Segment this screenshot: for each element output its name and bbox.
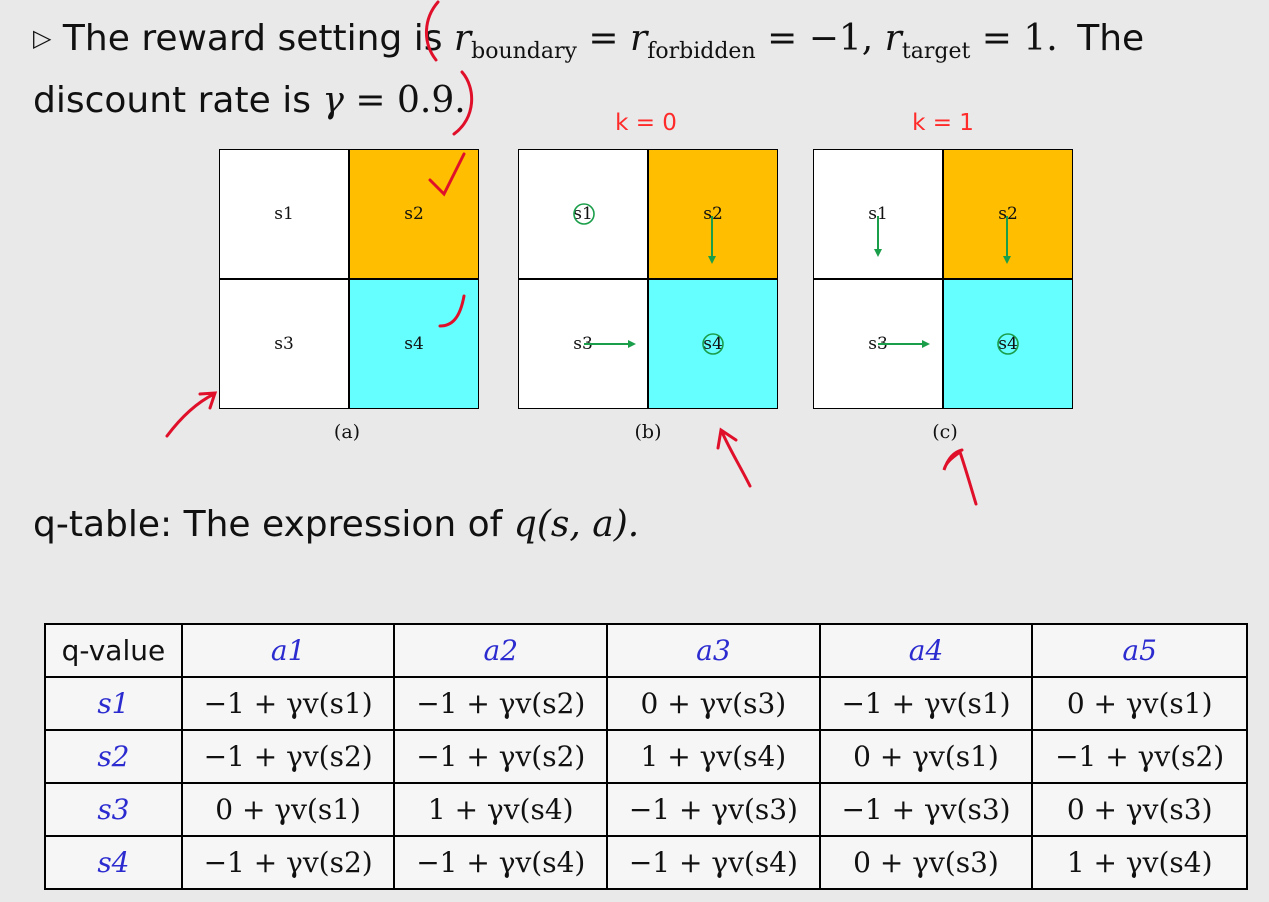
q-table-cell: 1 + γv(s4) xyxy=(393,782,609,837)
grid-c-label-s4: s4 xyxy=(998,334,1018,354)
k-label-0: k = 0 xyxy=(615,110,677,136)
bullet-triangle-icon: ▷ xyxy=(33,24,52,52)
q-table-action-a5: a5 xyxy=(1031,623,1248,678)
r-symbol-3: r xyxy=(884,18,902,59)
sub-forbidden: forbidden xyxy=(647,39,756,64)
q-table-cell: −1 + γv(s3) xyxy=(818,782,1034,837)
stay-circle-icon-b-s1 xyxy=(573,203,595,225)
r-symbol: r xyxy=(453,18,472,59)
grid-a-label-s1: s1 xyxy=(274,204,294,224)
q-table-cell: 0 + γv(s3) xyxy=(818,835,1034,890)
qtable-caption-expr: q(s, a). xyxy=(513,504,640,545)
q-table-cell: −1 + γv(s1) xyxy=(818,676,1034,731)
grid-b-label-s1: s1 xyxy=(573,204,593,224)
grid-c-cell-s1: s1 xyxy=(813,149,943,279)
grid-b-label-s4: s4 xyxy=(703,334,723,354)
q-table-cell: 0 + γv(s1) xyxy=(818,729,1034,784)
q-table-cell: −1 + γv(s2) xyxy=(1031,729,1248,784)
equals-3: = xyxy=(981,18,1012,59)
table-row: s3 0 + γv(s1) 1 + γv(s4) −1 + γv(s3) −1 … xyxy=(44,782,1248,837)
checkmark-icon-s4 xyxy=(438,294,466,328)
qtable-caption-text: q-table: The expression of xyxy=(33,504,503,545)
sub-target: target xyxy=(901,39,971,64)
handwritten-arrow-c xyxy=(942,448,978,506)
q-table-cell: 0 + γv(s1) xyxy=(1031,676,1248,731)
grid-a-cell-s1: s1 xyxy=(219,149,349,279)
grid-a-cell-s3: s3 xyxy=(219,279,349,409)
table-row: s4 −1 + γv(s2) −1 + γv(s4) −1 + γv(s4) 0… xyxy=(44,835,1248,890)
q-table-state-s3: s3 xyxy=(44,782,183,837)
q-table-cell: −1 + γv(s4) xyxy=(606,835,821,890)
grid-b-cell-s4: s4 xyxy=(648,279,778,409)
q-table-header-row: q-value a1 a2 a3 a4 a5 xyxy=(44,623,1248,678)
gamma-symbol: γ xyxy=(322,80,344,121)
q-table-corner: q-value xyxy=(44,623,183,678)
q-table-state-s2: s2 xyxy=(44,729,183,784)
handwritten-close-paren xyxy=(452,70,474,136)
grid-b-cell-s1: s1 xyxy=(518,149,648,279)
table-row: s1 −1 + γv(s1) −1 + γv(s2) 0 + γv(s3) −1… xyxy=(44,676,1248,731)
equals-4: = xyxy=(355,80,386,121)
grid-a: s1 s2 s3 s4 xyxy=(219,149,479,409)
equals-1: = xyxy=(588,18,619,59)
q-table-cell: 1 + γv(s4) xyxy=(1031,835,1248,890)
intro-tail: The xyxy=(1077,18,1145,59)
caption-b: (b) xyxy=(634,421,662,443)
neg-one-value: −1, xyxy=(808,18,874,59)
q-table-cell: −1 + γv(s2) xyxy=(180,835,396,890)
grid-c-label-s2: s2 xyxy=(998,204,1018,224)
q-table-cell: −1 + γv(s2) xyxy=(180,729,396,784)
q-table-action-a4: a4 xyxy=(818,623,1034,678)
grid-c-label-s3: s3 xyxy=(868,334,888,354)
q-table-cell: −1 + γv(s4) xyxy=(393,835,609,890)
sub-boundary: boundary xyxy=(471,39,577,64)
gamma-value: 0.9. xyxy=(397,80,466,121)
handwritten-arrow-a xyxy=(165,391,218,438)
handwritten-open-paren xyxy=(424,0,440,62)
grid-c-label-s1: s1 xyxy=(868,204,888,224)
grid-a-label-s2: s2 xyxy=(404,204,424,224)
q-table: q-value a1 a2 a3 a4 a5 s1 −1 + γv(s1) −1… xyxy=(44,623,1248,890)
one-value: 1. xyxy=(1023,18,1058,59)
q-table-state-s1: s1 xyxy=(44,676,183,731)
q-table-state-s4: s4 xyxy=(44,835,183,890)
q-table-cell: 0 + γv(s3) xyxy=(1031,782,1248,837)
intro-line-2: discount rate is γ = 0.9. xyxy=(33,80,466,121)
grid-a-label-s4: s4 xyxy=(404,334,424,354)
stay-circle-icon-c-s4 xyxy=(997,333,1019,355)
caption-a: (a) xyxy=(333,421,361,443)
q-table-cell: −1 + γv(s2) xyxy=(393,676,609,731)
grid-a-cell-s4: s4 xyxy=(349,279,479,409)
grid-b-label-s3: s3 xyxy=(573,334,593,354)
intro-line-1: ▷ The reward setting is rboundary = rfor… xyxy=(33,18,1145,64)
qtable-caption: q-table: The expression of q(s, a). xyxy=(33,504,639,545)
grid-b-label-s2: s2 xyxy=(703,204,723,224)
q-table-cell: 0 + γv(s1) xyxy=(180,782,396,837)
q-table-cell: −1 + γv(s2) xyxy=(393,729,609,784)
q-table-cell: −1 + γv(s3) xyxy=(606,782,821,837)
discount-text: discount rate is xyxy=(33,80,311,121)
intro-lead: The reward setting is xyxy=(62,18,443,59)
r-symbol-2: r xyxy=(630,18,648,59)
k-label-1: k = 1 xyxy=(912,110,974,136)
caption-c: (c) xyxy=(932,421,958,443)
checkmark-icon-s2 xyxy=(428,152,466,197)
stay-circle-icon-b-s4 xyxy=(702,333,724,355)
q-table-cell: 0 + γv(s3) xyxy=(606,676,821,731)
grid-c-cell-s4: s4 xyxy=(943,279,1073,409)
table-row: s2 −1 + γv(s2) −1 + γv(s2) 1 + γv(s4) 0 … xyxy=(44,729,1248,784)
q-table-action-a1: a1 xyxy=(180,623,396,678)
equals-2: = xyxy=(767,18,798,59)
handwritten-arrow-b xyxy=(716,427,752,488)
grid-a-label-s3: s3 xyxy=(274,334,294,354)
q-table-action-a2: a2 xyxy=(393,623,609,678)
q-table-action-a3: a3 xyxy=(606,623,821,678)
q-table-cell: 1 + γv(s4) xyxy=(606,729,821,784)
q-table-cell: −1 + γv(s1) xyxy=(180,676,396,731)
